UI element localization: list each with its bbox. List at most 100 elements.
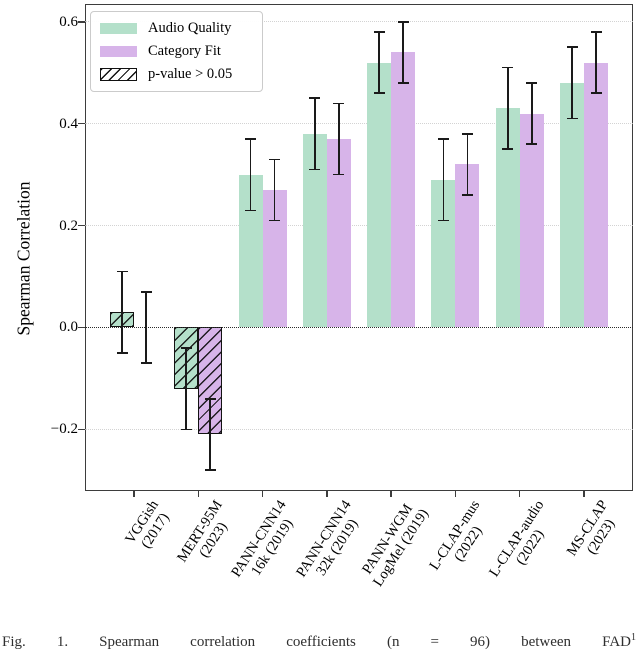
- error-bar-cap: [526, 82, 538, 84]
- error-bar: [209, 398, 212, 471]
- y-tick-label: 0.2: [59, 217, 78, 234]
- error-bar-cap: [437, 219, 449, 222]
- error-bar: [145, 291, 147, 364]
- caption-prefix: Fig. 1.: [2, 634, 69, 650]
- error-bar-cap: [180, 428, 192, 431]
- error-bar-cap: [566, 46, 578, 49]
- error-bar-cap: [566, 117, 578, 120]
- error-bar: [378, 32, 380, 94]
- error-bar-cap: [397, 82, 409, 84]
- legend-label: Audio Quality: [148, 20, 232, 36]
- error-bar: [530, 82, 533, 145]
- bar-category-fit-4: [391, 52, 416, 328]
- error-bar-cap: [140, 362, 152, 364]
- error-bar-cap: [590, 92, 602, 94]
- error-bar: [249, 138, 252, 211]
- error-bar-cap: [309, 168, 321, 171]
- error-bar-cap: [309, 97, 321, 100]
- bar-category-fit-6: [519, 113, 544, 328]
- x-tick-label: PANN-CNN14 32k (2019): [293, 497, 361, 581]
- error-bar: [442, 138, 445, 221]
- y-tick-label: 0.0: [59, 319, 78, 336]
- error-bar-cap: [204, 469, 216, 471]
- x-tick-label: MS-CLAP (2023): [563, 497, 618, 559]
- x-tick-mark: [583, 491, 585, 497]
- bar-audio-quality-4: [367, 62, 392, 328]
- hatch-swatch-icon: [100, 68, 137, 81]
- error-bar: [595, 32, 597, 94]
- y-axis-label: Spearman Correlation: [13, 181, 34, 336]
- error-bar-cap: [437, 138, 449, 140]
- error-bar-cap: [373, 92, 385, 94]
- x-tick-mark: [390, 491, 392, 497]
- y-tick-label: −0.2: [50, 421, 78, 438]
- error-bar: [402, 21, 404, 83]
- error-bar-cap: [269, 219, 281, 222]
- error-bar: [338, 103, 340, 175]
- error-bar-cap: [373, 31, 385, 33]
- error-bar-cap: [140, 291, 152, 293]
- legend: Audio Quality Category Fit p-value > 0.0…: [90, 11, 263, 92]
- x-tick-mark: [197, 491, 199, 497]
- error-bar-cap: [204, 397, 216, 400]
- y-tick-mark: [78, 21, 85, 23]
- caption-footnote-mark: 1: [631, 632, 637, 643]
- y-tick-label: 0.6: [59, 13, 78, 30]
- error-bar-cap: [461, 133, 473, 135]
- x-tick-label: PANN-CNN14 16k (2019): [228, 497, 297, 581]
- error-bar-cap: [502, 148, 514, 150]
- error-bar-cap: [269, 158, 281, 161]
- error-bar-cap: [245, 209, 257, 212]
- x-tick-label: PANN-WGM LogMel (2019): [359, 501, 432, 590]
- error-bar: [506, 67, 509, 150]
- y-gridline: [85, 428, 633, 430]
- category-fit-swatch-icon: [100, 46, 137, 57]
- figure-caption: Fig. 1. Spearman correlation coefficient…: [2, 629, 636, 651]
- error-bar-cap: [333, 173, 345, 176]
- legend-item-category-fit: Category Fit: [100, 44, 252, 59]
- bar-audio-quality-7: [560, 82, 584, 328]
- error-bar: [121, 271, 123, 353]
- y-tick-label: 0.4: [59, 115, 78, 132]
- y-tick-mark: [78, 123, 85, 125]
- x-tick-mark: [519, 491, 521, 497]
- y-gridline: [85, 224, 633, 226]
- y-gridline: [85, 21, 633, 23]
- x-tick-label: MERT-95M (2023): [174, 497, 231, 566]
- error-bar-cap: [397, 21, 409, 23]
- legend-label: p-value > 0.05: [148, 66, 233, 82]
- zero-line: [85, 326, 633, 328]
- error-bar-cap: [116, 352, 128, 354]
- legend-item-audio-quality: Audio Quality: [100, 21, 252, 36]
- error-bar-cap: [590, 31, 602, 33]
- error-bar-cap: [526, 143, 538, 145]
- y-tick-mark: [78, 326, 85, 329]
- error-bar-cap: [333, 102, 345, 105]
- error-bar-cap: [502, 66, 514, 69]
- plot-area: [85, 4, 633, 491]
- caption-text: Spearman correlation coefficients (n = 9…: [99, 634, 632, 650]
- error-bar: [185, 347, 188, 430]
- y-tick-mark: [78, 224, 85, 227]
- error-bar-cap: [180, 347, 192, 349]
- error-bar: [466, 133, 469, 196]
- x-tick-mark: [261, 491, 264, 497]
- legend-label: Category Fit: [148, 43, 221, 59]
- x-tick-label: VGGish (2017): [121, 497, 172, 552]
- error-bar-cap: [245, 138, 257, 140]
- error-bar-cap: [461, 194, 473, 196]
- legend-item-pvalue: p-value > 0.05: [100, 67, 252, 82]
- x-tick-label: L-CLAP-audio (2022): [486, 497, 548, 580]
- error-bar: [273, 159, 276, 221]
- error-bar: [571, 47, 573, 119]
- bar-category-fit-7: [584, 62, 608, 328]
- y-tick-mark: [78, 428, 85, 431]
- y-gridline: [85, 122, 633, 124]
- x-tick-mark: [133, 491, 135, 497]
- x-tick-mark: [326, 491, 328, 497]
- x-tick-mark: [454, 491, 457, 497]
- error-bar: [314, 98, 316, 170]
- audio-quality-swatch-icon: [100, 23, 137, 34]
- error-bar-cap: [116, 270, 128, 273]
